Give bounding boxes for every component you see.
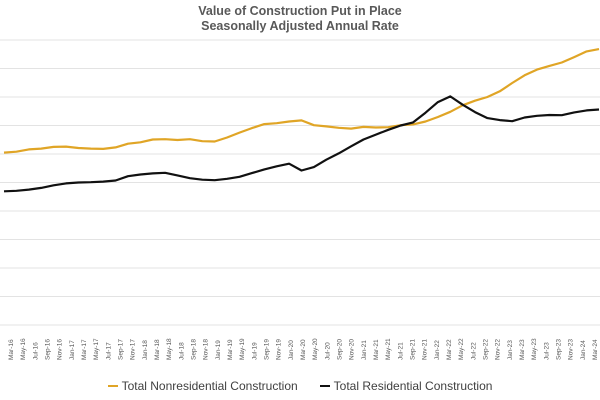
x-tick-label: Jan-24	[580, 340, 587, 360]
x-tick-label: May-20	[312, 338, 319, 360]
x-tick-label: Nov-16	[57, 339, 64, 360]
x-tick-label: Nov-19	[276, 339, 283, 360]
x-tick-label: Jul-16	[32, 342, 39, 360]
legend-label-nonresidential: Total Nonresidential Construction	[121, 379, 298, 393]
x-tick-label: May-18	[166, 338, 173, 360]
legend: Total Nonresidential Construction Total …	[0, 379, 600, 393]
x-tick-label: Jan-17	[69, 340, 76, 360]
x-tick-label: Jul-19	[251, 342, 258, 360]
x-tick-label: Sep-22	[483, 339, 490, 360]
x-tick-label: Jan-23	[507, 340, 514, 360]
x-tick-label: Mar-23	[519, 339, 526, 360]
x-tick-label: Jan-22	[434, 340, 441, 360]
x-tick-label: Sep-20	[337, 339, 344, 360]
chart-subtitle: Seasonally Adjusted Annual Rate	[201, 19, 399, 33]
series-line-nonresidential	[3, 48, 600, 154]
x-tick-label: Jan-20	[288, 340, 295, 360]
x-tick-label: Nov-22	[495, 339, 502, 360]
x-tick-label: May-19	[239, 338, 246, 360]
series-lines	[3, 48, 600, 193]
x-tick-label: Jul-21	[397, 342, 404, 360]
x-tick-label: Sep-23	[556, 339, 563, 360]
x-tick-label: Jul-17	[105, 342, 112, 360]
x-tick-label: May-23	[531, 338, 538, 360]
x-tick-label: Sep-17	[118, 339, 125, 360]
x-tick-label: Mar-24	[592, 339, 599, 360]
x-tick-label: Jul-20	[324, 342, 331, 360]
x-tick-label: Mar-18	[154, 339, 161, 360]
x-axis-ticks: Mar-16 May-16 Jul-16 Sep-16 Nov-16 Jan-17 Mar-…	[8, 338, 599, 360]
x-tick-label: Sep-21	[410, 339, 417, 360]
x-tick-label: Sep-19	[264, 339, 271, 360]
x-tick-label: Jul-22	[470, 342, 477, 360]
x-tick-label: Nov-23	[568, 339, 575, 360]
legend-item-residential: Total Residential Construction	[319, 379, 493, 393]
series-line-residential	[3, 95, 600, 193]
gridlines	[0, 39, 600, 326]
x-tick-label: Nov-17	[130, 339, 137, 360]
x-tick-label: Mar-21	[373, 339, 380, 360]
x-tick-label: Mar-19	[227, 339, 234, 360]
x-tick-label: Jan-21	[361, 340, 368, 360]
legend-item-nonresidential: Total Nonresidential Construction	[107, 379, 298, 393]
x-tick-label: Jul-18	[178, 342, 185, 360]
x-tick-label: Nov-20	[349, 339, 356, 360]
legend-swatch-residential	[319, 385, 330, 387]
x-tick-label: May-21	[385, 338, 392, 360]
x-tick-label: Sep-16	[45, 339, 52, 360]
x-tick-label: Mar-17	[81, 339, 88, 360]
chart-title: Value of Construction Put in Place	[198, 4, 402, 18]
x-tick-label: Jan-19	[215, 340, 222, 360]
x-tick-label: Mar-16	[8, 339, 15, 360]
x-tick-label: Nov-21	[422, 339, 429, 360]
x-tick-label: Mar-20	[300, 339, 307, 360]
x-tick-label: May-22	[458, 338, 465, 360]
x-tick-label: Nov-18	[203, 339, 210, 360]
x-tick-label: Jan-18	[142, 340, 149, 360]
x-tick-label: May-17	[93, 338, 100, 360]
legend-swatch-nonresidential	[107, 385, 118, 387]
x-tick-label: Jul-23	[543, 342, 550, 360]
x-tick-label: Sep-18	[191, 339, 198, 360]
legend-label-residential: Total Residential Construction	[333, 379, 493, 393]
x-tick-label: Mar-22	[446, 339, 453, 360]
x-tick-label: May-16	[20, 338, 27, 360]
